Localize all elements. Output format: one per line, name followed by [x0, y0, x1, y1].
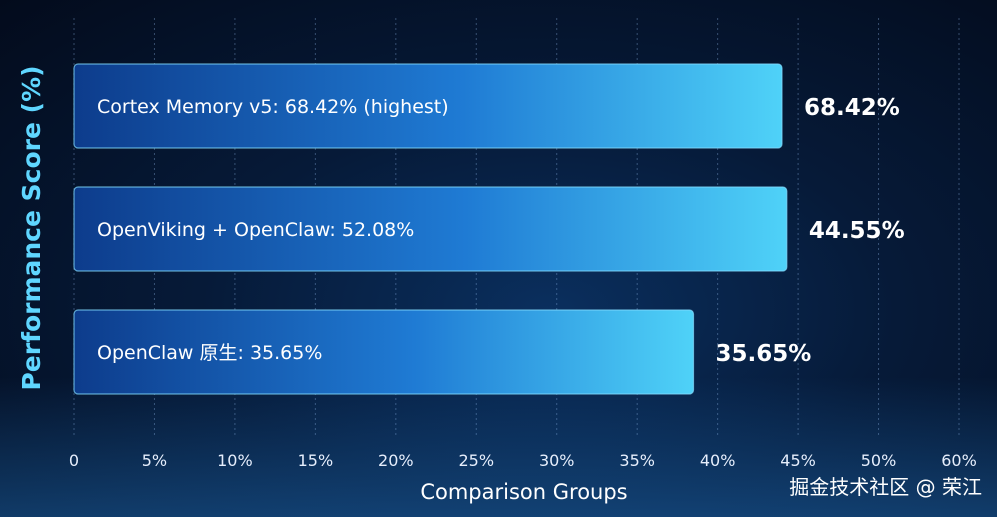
x-tick-label: 20% [378, 451, 414, 470]
x-tick-label: 0 [69, 451, 79, 470]
bar-category-label: Cortex Memory v5: 68.42% (highest) [97, 96, 449, 118]
bar-value-label: 35.65% [716, 341, 812, 367]
x-tick-label: 5% [142, 451, 167, 470]
x-tick-label: 35% [619, 451, 655, 470]
x-tick-label: 30% [539, 451, 575, 470]
bars: Cortex Memory v5: 68.42% (highest) 68.42%… [73, 63, 905, 395]
x-axis-title: Comparison Groups [420, 480, 627, 504]
x-tick-label: 45% [780, 451, 816, 470]
y-axis-title: Performance Score (%) [17, 65, 46, 390]
bar-category-label: OpenViking + OpenClaw: 52.08% [97, 219, 414, 241]
bar-value-label: 68.42% [804, 95, 900, 121]
x-tick-label: 60% [941, 451, 977, 470]
x-tick-label: 50% [861, 451, 897, 470]
x-tick-label: 40% [700, 451, 736, 470]
x-tick-label: 10% [217, 451, 253, 470]
x-tick-labels: 0 5% 10% 15% 20% 25% 30% 35% 40% 45% 50% 60% [69, 451, 977, 470]
bar-category-label: OpenClaw 原生: 35.65% [97, 342, 322, 364]
bar [73, 309, 695, 395]
bar-value-label: 44.55% [809, 218, 905, 244]
bar [73, 63, 783, 149]
x-tick-label: 25% [458, 451, 494, 470]
x-tick-label: 15% [298, 451, 334, 470]
watermark: 掘金技术社区 @ 荣江 [789, 475, 982, 499]
bar [73, 186, 788, 272]
